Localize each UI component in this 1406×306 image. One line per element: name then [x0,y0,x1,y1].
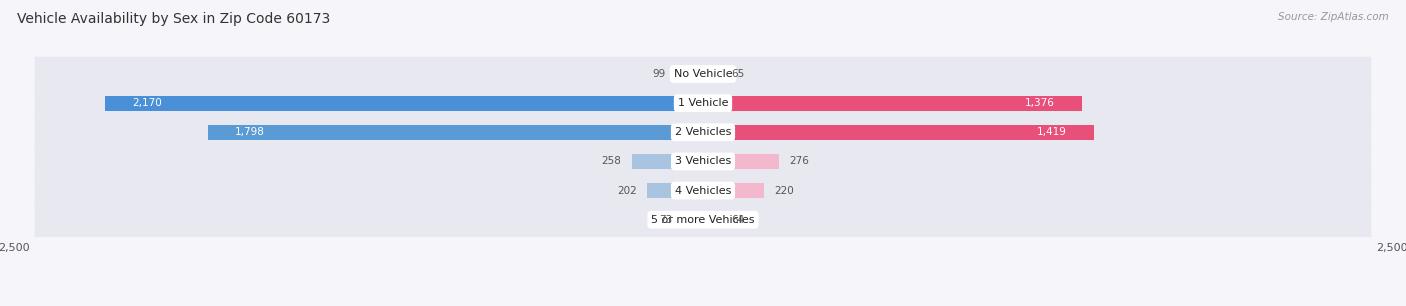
FancyBboxPatch shape [35,115,1371,150]
Bar [703,125,1094,140]
FancyBboxPatch shape [35,202,1371,237]
Text: 258: 258 [602,156,621,166]
Text: 1 Vehicle: 1 Vehicle [678,98,728,108]
Text: 2,170: 2,170 [132,98,162,108]
Text: 73: 73 [659,215,672,225]
Text: 220: 220 [773,186,794,196]
Bar [703,66,721,82]
Text: 2 Vehicles: 2 Vehicles [675,127,731,137]
Bar [703,212,721,227]
Bar [703,154,779,169]
Bar [676,66,703,82]
Text: No Vehicle: No Vehicle [673,69,733,79]
Text: 5 or more Vehicles: 5 or more Vehicles [651,215,755,225]
Text: 276: 276 [789,156,810,166]
Text: 1,798: 1,798 [235,127,264,137]
Bar [208,125,703,140]
Text: Source: ZipAtlas.com: Source: ZipAtlas.com [1278,12,1389,22]
Bar [703,95,1083,111]
Text: 1,376: 1,376 [1025,98,1054,108]
Text: 1,419: 1,419 [1036,127,1067,137]
Text: 99: 99 [652,69,665,79]
Text: 65: 65 [731,69,745,79]
Text: 3 Vehicles: 3 Vehicles [675,156,731,166]
Bar [683,212,703,227]
FancyBboxPatch shape [35,173,1371,208]
Text: Vehicle Availability by Sex in Zip Code 60173: Vehicle Availability by Sex in Zip Code … [17,12,330,26]
FancyBboxPatch shape [35,57,1371,91]
Bar [631,154,703,169]
Bar [647,183,703,198]
Bar [703,183,763,198]
Bar [105,95,703,111]
Text: 64: 64 [731,215,744,225]
FancyBboxPatch shape [35,86,1371,121]
Text: 4 Vehicles: 4 Vehicles [675,186,731,196]
Text: 202: 202 [617,186,637,196]
FancyBboxPatch shape [35,144,1371,179]
